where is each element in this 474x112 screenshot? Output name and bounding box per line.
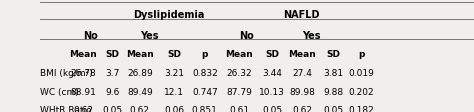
Text: 88.91: 88.91 xyxy=(70,87,96,96)
Text: 0.202: 0.202 xyxy=(348,87,374,96)
Text: 9.6: 9.6 xyxy=(105,87,119,96)
Text: 3.21: 3.21 xyxy=(164,68,184,77)
Text: 87.79: 87.79 xyxy=(227,87,252,96)
Text: 89.98: 89.98 xyxy=(290,87,315,96)
Text: 3.44: 3.44 xyxy=(262,68,282,77)
Text: No: No xyxy=(83,30,98,40)
Text: SD: SD xyxy=(105,49,119,58)
Text: 0.182: 0.182 xyxy=(348,105,374,112)
Text: 9.88: 9.88 xyxy=(323,87,343,96)
Text: NAFLD: NAFLD xyxy=(283,10,320,20)
Text: 12.1: 12.1 xyxy=(164,87,184,96)
Text: BMI (kg/m²): BMI (kg/m²) xyxy=(40,68,93,77)
Text: 0.05: 0.05 xyxy=(262,105,282,112)
Text: Mean: Mean xyxy=(126,49,154,58)
Text: Mean: Mean xyxy=(69,49,97,58)
Text: WC (cm): WC (cm) xyxy=(40,87,79,96)
Text: 0.62: 0.62 xyxy=(73,105,93,112)
Text: No: No xyxy=(239,30,254,40)
Text: SD: SD xyxy=(326,49,340,58)
Text: 0.832: 0.832 xyxy=(192,68,218,77)
Text: SD: SD xyxy=(167,49,182,58)
Text: 0.747: 0.747 xyxy=(192,87,218,96)
Text: Mean: Mean xyxy=(289,49,316,58)
Text: 27.4: 27.4 xyxy=(292,68,312,77)
Text: WHtR Ratio: WHtR Ratio xyxy=(40,105,92,112)
Text: 10.13: 10.13 xyxy=(259,87,285,96)
Text: Mean: Mean xyxy=(226,49,253,58)
Text: 0.019: 0.019 xyxy=(348,68,374,77)
Text: 0.62: 0.62 xyxy=(130,105,150,112)
Text: 26.32: 26.32 xyxy=(227,68,252,77)
Text: Yes: Yes xyxy=(140,30,158,40)
Text: 0.61: 0.61 xyxy=(229,105,249,112)
Text: 0.851: 0.851 xyxy=(192,105,218,112)
Text: 26.89: 26.89 xyxy=(127,68,153,77)
Text: p: p xyxy=(358,49,365,58)
Text: 0.05: 0.05 xyxy=(323,105,343,112)
Text: 0.62: 0.62 xyxy=(292,105,312,112)
Text: p: p xyxy=(201,49,208,58)
Text: Dyslipidemia: Dyslipidemia xyxy=(133,10,204,20)
Text: 0.06: 0.06 xyxy=(164,105,184,112)
Text: 89.49: 89.49 xyxy=(127,87,153,96)
Text: 26.78: 26.78 xyxy=(70,68,96,77)
Text: Yes: Yes xyxy=(302,30,321,40)
Text: 3.7: 3.7 xyxy=(105,68,119,77)
Text: 3.81: 3.81 xyxy=(323,68,343,77)
Text: 0.05: 0.05 xyxy=(102,105,122,112)
Text: SD: SD xyxy=(265,49,279,58)
